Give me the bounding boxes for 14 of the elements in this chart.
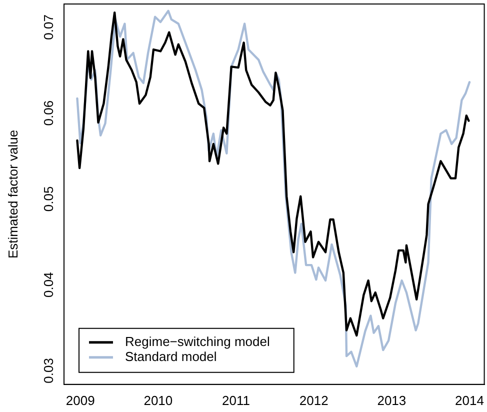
y-tick-label: 0.07 xyxy=(41,14,56,40)
y-tick-label: 0.04 xyxy=(41,272,56,298)
legend-label: Standard model xyxy=(125,348,217,364)
y-axis-title: Estimated factor value xyxy=(5,130,20,259)
y-tick-label: 0.03 xyxy=(41,358,56,384)
x-tick-label: 2011 xyxy=(222,392,250,408)
x-tick-label: 2009 xyxy=(66,392,95,408)
x-tick-label: 2010 xyxy=(144,392,173,408)
x-tick-label: 2014 xyxy=(455,392,484,408)
x-tick-label: 2012 xyxy=(299,392,328,408)
x-tick-label: 2013 xyxy=(377,392,406,408)
legend-label: Regime−switching model xyxy=(125,334,270,349)
y-tick-label: 0.05 xyxy=(41,186,56,212)
y-tick-label: 0.06 xyxy=(41,100,56,126)
